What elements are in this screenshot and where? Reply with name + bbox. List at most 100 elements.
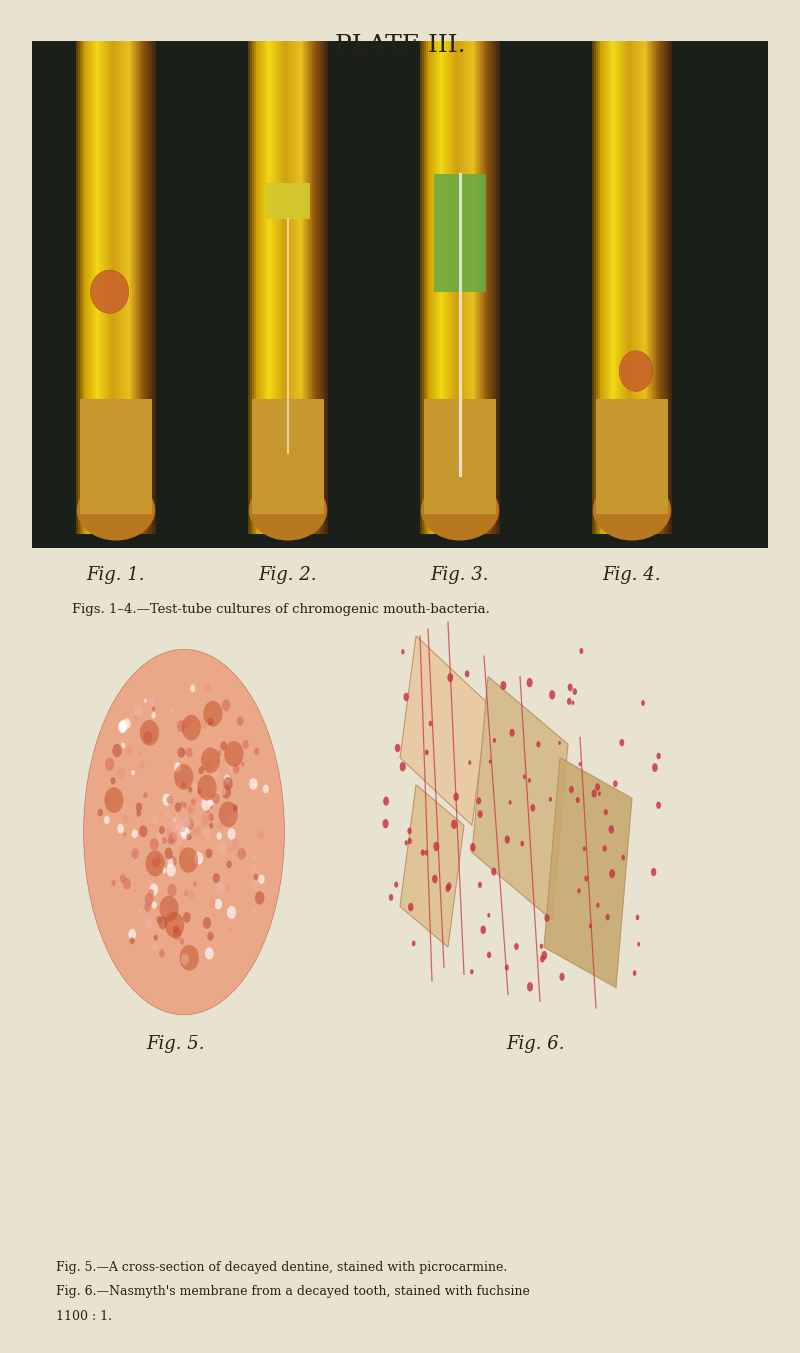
Polygon shape [128, 41, 130, 534]
Ellipse shape [429, 721, 432, 727]
Ellipse shape [187, 889, 194, 900]
Polygon shape [600, 41, 602, 534]
Ellipse shape [105, 758, 114, 771]
Ellipse shape [446, 882, 451, 890]
Polygon shape [84, 41, 86, 534]
Ellipse shape [162, 869, 166, 874]
Polygon shape [492, 41, 494, 534]
Polygon shape [316, 41, 318, 534]
Ellipse shape [549, 690, 555, 700]
Polygon shape [98, 41, 100, 534]
Polygon shape [498, 41, 500, 534]
Ellipse shape [568, 683, 573, 691]
Ellipse shape [182, 802, 186, 808]
Polygon shape [266, 41, 268, 534]
Polygon shape [458, 41, 460, 534]
Ellipse shape [178, 846, 185, 854]
Ellipse shape [425, 750, 429, 755]
Ellipse shape [405, 840, 408, 846]
Ellipse shape [241, 762, 244, 766]
Polygon shape [630, 41, 632, 534]
Ellipse shape [520, 840, 524, 847]
Ellipse shape [526, 678, 533, 687]
Ellipse shape [181, 781, 186, 789]
Polygon shape [448, 41, 450, 534]
Polygon shape [276, 41, 278, 534]
Ellipse shape [569, 786, 574, 793]
Polygon shape [484, 41, 486, 534]
Ellipse shape [465, 670, 470, 678]
Polygon shape [664, 41, 666, 534]
Ellipse shape [83, 649, 285, 1015]
Ellipse shape [224, 741, 243, 767]
Ellipse shape [179, 847, 198, 873]
Ellipse shape [180, 939, 184, 944]
Ellipse shape [253, 908, 256, 913]
Ellipse shape [500, 681, 506, 690]
Ellipse shape [131, 770, 135, 775]
Text: Fig. 1.: Fig. 1. [86, 566, 146, 583]
Ellipse shape [221, 787, 226, 796]
Ellipse shape [154, 873, 159, 879]
Polygon shape [254, 41, 256, 534]
Polygon shape [248, 41, 250, 534]
Text: Fig. 3.: Fig. 3. [430, 566, 490, 583]
Polygon shape [434, 41, 436, 534]
Ellipse shape [545, 915, 550, 921]
Ellipse shape [134, 714, 138, 721]
Polygon shape [300, 41, 302, 534]
Polygon shape [92, 41, 94, 534]
Ellipse shape [143, 731, 152, 744]
Ellipse shape [489, 759, 491, 763]
Polygon shape [252, 41, 254, 534]
Polygon shape [620, 41, 622, 534]
Ellipse shape [536, 741, 541, 747]
Polygon shape [424, 399, 496, 514]
Polygon shape [466, 41, 468, 534]
Ellipse shape [173, 925, 179, 934]
Ellipse shape [122, 815, 129, 824]
Polygon shape [624, 41, 626, 534]
Polygon shape [126, 41, 128, 534]
Ellipse shape [166, 863, 176, 877]
Ellipse shape [188, 806, 193, 813]
Ellipse shape [606, 915, 610, 920]
Ellipse shape [252, 854, 256, 861]
Polygon shape [250, 41, 252, 534]
Ellipse shape [162, 905, 168, 913]
Polygon shape [652, 41, 654, 534]
Ellipse shape [584, 875, 588, 881]
Ellipse shape [165, 848, 173, 859]
Ellipse shape [118, 824, 124, 833]
Ellipse shape [194, 827, 201, 836]
Polygon shape [322, 41, 324, 534]
Ellipse shape [395, 744, 400, 752]
Polygon shape [426, 41, 428, 534]
Ellipse shape [173, 816, 181, 828]
Ellipse shape [432, 874, 438, 884]
Ellipse shape [159, 948, 165, 958]
Polygon shape [282, 41, 284, 534]
Ellipse shape [201, 748, 220, 774]
Ellipse shape [477, 797, 481, 805]
Polygon shape [430, 41, 432, 534]
Polygon shape [428, 41, 430, 534]
Ellipse shape [641, 700, 645, 706]
Ellipse shape [168, 832, 177, 844]
Polygon shape [286, 41, 288, 534]
Text: Fig. 2.: Fig. 2. [258, 566, 318, 583]
Ellipse shape [182, 817, 190, 828]
Polygon shape [594, 41, 596, 534]
Polygon shape [488, 41, 490, 534]
Ellipse shape [651, 867, 656, 877]
Ellipse shape [152, 852, 157, 859]
Polygon shape [152, 41, 154, 534]
Polygon shape [296, 41, 298, 534]
Polygon shape [450, 41, 452, 534]
Ellipse shape [505, 835, 510, 843]
Ellipse shape [130, 848, 140, 862]
Ellipse shape [447, 672, 453, 682]
Ellipse shape [183, 890, 186, 894]
Polygon shape [654, 41, 656, 534]
Ellipse shape [210, 804, 214, 809]
